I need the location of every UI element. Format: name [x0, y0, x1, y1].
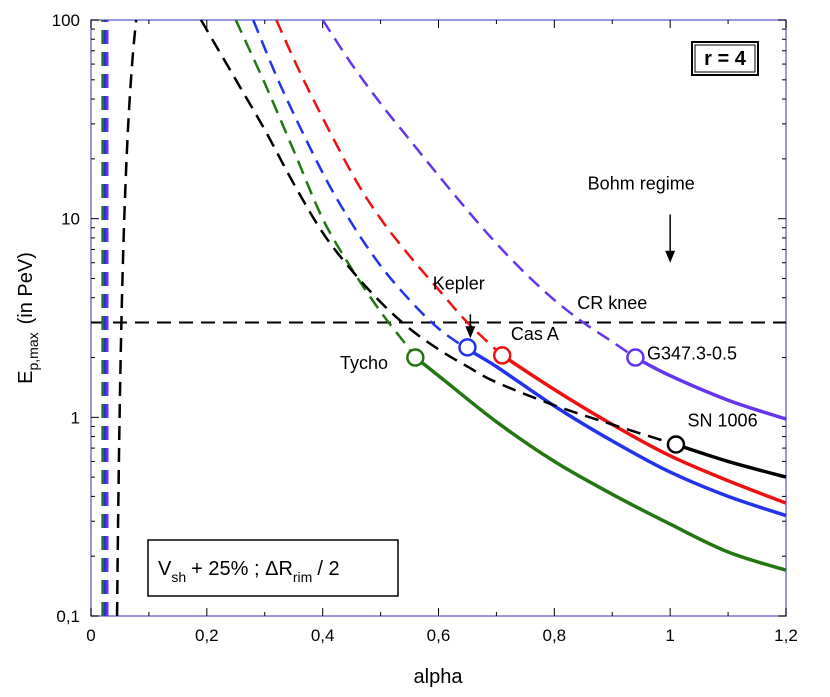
label-g347-3-0-5: G347.3-0.5	[647, 344, 737, 364]
kepler-arrow-head	[465, 326, 476, 339]
series-solid-tycho	[414, 356, 787, 572]
series-solid-g347-3-0-5	[634, 355, 787, 421]
label-cas-a: Cas A	[511, 324, 559, 344]
x-tick-label: 0,4	[311, 626, 335, 645]
condition-box: Vsh + 25% ; ΔRrim / 2	[147, 539, 399, 597]
marker-kepler	[458, 338, 477, 357]
series-markers	[406, 338, 686, 454]
y-axis-title-sub: p,max	[25, 332, 41, 370]
series-dashed-g347-3-0-5	[321, 19, 637, 359]
svg-text:Ep,max(in PeV): Ep,max (in PeV)	[15, 252, 41, 384]
annotation-arrows	[465, 214, 676, 339]
y-axis-title-unit: (in PeV)	[15, 252, 37, 324]
bohm-arrow-head	[665, 250, 676, 263]
low-alpha-dash-3	[115, 19, 138, 617]
label-tycho: Tycho	[340, 353, 388, 373]
x-axis-title: alpha	[414, 666, 464, 688]
svg-text:Vsh+ 25% ; ΔRrim/ 2: Vsh + 25% ; ΔRrim / 2	[158, 558, 340, 585]
series-lines	[91, 19, 787, 617]
y-axis-title: Ep,max (in PeV)	[15, 252, 41, 384]
marker-g347-3-0-5	[626, 348, 645, 367]
y-tick-label: 1	[71, 408, 80, 427]
y-tick-label: 0,1	[56, 607, 80, 626]
series-solid-kepler	[466, 347, 787, 518]
marker-cas-a	[492, 346, 512, 365]
x-tick-label: 0,8	[543, 626, 567, 645]
label-bohm-regime: Bohm regime	[588, 174, 695, 194]
condition-v-rest: + 25% ;	[191, 558, 265, 580]
r-value-label: r = 4	[704, 48, 747, 70]
plot-frame	[90, 19, 787, 617]
marker-sn-1006	[666, 435, 686, 454]
x-tick-label: 0,6	[427, 626, 451, 645]
condition-delta-sub: rim	[293, 569, 312, 585]
condition-delta-rest: / 2	[317, 558, 339, 580]
y-axis-title-main: E	[15, 371, 37, 384]
y-tick-label: 10	[61, 210, 80, 229]
annotation-labels: Tycho Kepler Cas A SN 1006 G347.3-0.5 CR knee…	[340, 174, 758, 431]
series-solid-sn-1006	[675, 442, 787, 479]
series-dashed-sn-1006	[199, 19, 677, 446]
label-kepler: Kepler	[433, 274, 485, 294]
condition-v-sub: sh	[171, 569, 186, 585]
x-tick-label: 0	[86, 626, 95, 645]
condition-delta: ΔR	[265, 558, 293, 580]
condition-v: V	[158, 558, 172, 580]
label-sn-1006: SN 1006	[688, 410, 758, 430]
label-cr-knee: CR knee	[577, 293, 647, 313]
y-tick-label: 100	[52, 11, 80, 30]
series-dashed-tycho	[234, 19, 417, 359]
x-tick-label: 0,2	[195, 626, 219, 645]
axis-ticks: 0 0,2 0,4 0,6 0,8 1 1,2 0,1 1 10 100	[52, 11, 798, 645]
series-dashed-kepler	[252, 19, 469, 351]
x-tick-label: 1	[665, 626, 674, 645]
x-tick-label: 1,2	[774, 626, 798, 645]
series-dashed-cas-a	[275, 19, 504, 357]
series-solid-cas-a	[501, 353, 787, 505]
marker-tycho	[406, 348, 425, 367]
r-value-box: r = 4	[691, 41, 759, 76]
